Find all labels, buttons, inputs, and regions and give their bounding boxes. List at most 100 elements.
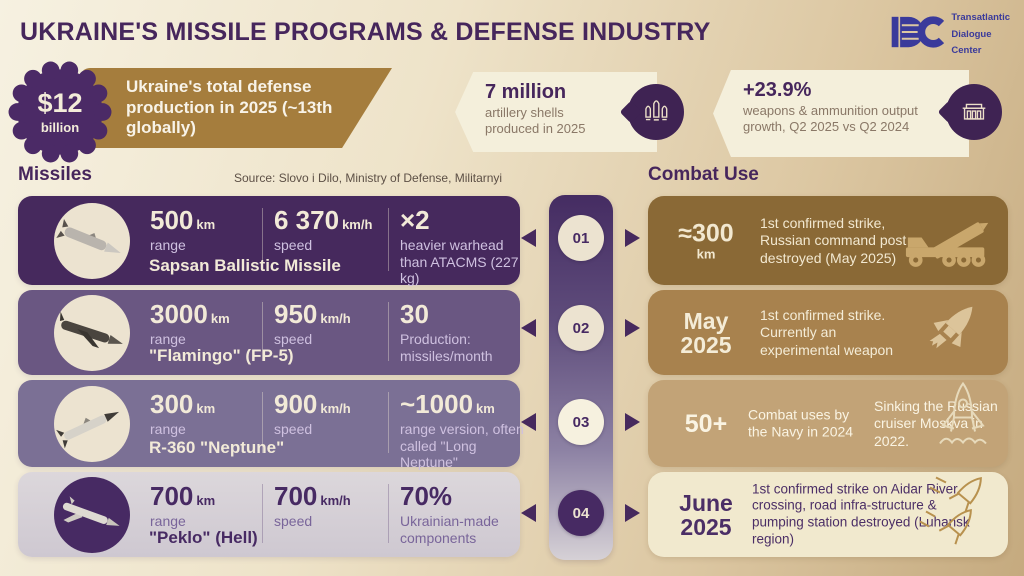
extra-label: Production: missiles/month [400, 331, 493, 364]
stat-value: 7 million [485, 81, 567, 103]
falling-shells-icon [910, 472, 1006, 557]
stat-card-growth: +23.9% weapons & ammunition output growt… [713, 70, 969, 157]
speed-value: 900 [274, 389, 318, 419]
logo-text-line: Transatlantic [951, 12, 1010, 23]
combat-card-flamingo: May 2025 1st confirmed strike. Currently… [648, 290, 1008, 375]
timeline-step-03: 03 [558, 399, 604, 445]
missile-name: Sapsan Ballistic Missile [149, 256, 341, 275]
combat-text: 1st confirmed strike on Aidar River cros… [752, 480, 970, 547]
timeline-step-01: 01 [558, 215, 604, 261]
extra-label: range version, often called "Long Neptun… [400, 421, 524, 471]
combat-card-neptune: 50+ Combat uses by the Navy in 2024 Sink… [648, 380, 1008, 467]
page-title: UKRAINE'S MISSILE PROGRAMS & DEFENSE IND… [20, 18, 711, 46]
defense-production-banner: Ukraine's total defense production in 20… [80, 68, 392, 148]
range-value: 500 [150, 205, 194, 235]
peklo-missile-icon [54, 476, 130, 553]
range-unit: km [196, 493, 216, 508]
right-arrow-icon [625, 413, 640, 431]
dollar-seal-badge: $12 billion [8, 60, 112, 164]
missile-name: R-360 "Neptune" [149, 438, 285, 457]
combat-heading: Combat Use [648, 164, 759, 185]
logo-text: Transatlantic Dialogue Center [951, 10, 1010, 60]
missile-name: "Peklo" (Hell) [149, 528, 258, 547]
flamingo-missile-icon [54, 294, 130, 371]
range-unit: km [210, 311, 230, 326]
timeline-track: 01 02 03 04 [549, 195, 613, 560]
badge-value: $12 [37, 87, 83, 118]
column-divider [388, 208, 389, 271]
combat-unit: km [696, 246, 716, 262]
missile-row-flamingo: 3000 km range 950 km/h speed 30 Production: m… [18, 290, 520, 375]
range-unit: km [196, 217, 216, 232]
missile-row-peklo: 700 km range 700 km/h speed 70% Ukrainian-mad… [18, 472, 520, 557]
range-label: range [150, 421, 186, 437]
extra-label: heavier warhead than ATACMS (227 kg) [400, 237, 519, 287]
range-value: 3000 [150, 299, 208, 329]
neptune-missile-icon [54, 385, 130, 462]
range-unit: km [196, 401, 216, 416]
speed-unit: km/h [320, 401, 351, 416]
right-arrow-icon [625, 319, 640, 337]
extra-value: 30 [400, 299, 429, 329]
stat-desc: weapons & ammunition output growth, Q2 2… [743, 103, 918, 135]
stat-value: +23.9% [743, 79, 812, 101]
tdc-logo: Transatlantic Dialogue Center [890, 10, 1010, 60]
speed-label: speed [274, 331, 313, 347]
speed-label: speed [274, 421, 313, 437]
rocket-outline-icon [928, 380, 998, 467]
factory-icon [946, 84, 1002, 140]
extra-unit: km [476, 401, 495, 416]
combat-card-peklo: June 2025 1st confirmed strike on Aidar … [648, 472, 1008, 557]
speed-value: 6 370 [274, 205, 340, 235]
missile-name: "Flamingo" (FP-5) [149, 346, 294, 365]
range-value: 700 [150, 481, 194, 511]
speed-unit: km/h [320, 493, 351, 508]
right-arrow-icon [625, 229, 640, 247]
combat-card-sapsan: ≈300 km 1st confirmed strike, Russian com… [648, 196, 1008, 285]
combat-value: ≈300 [678, 219, 734, 248]
logo-text-line: Dialogue [951, 28, 992, 40]
badge-unit: billion [40, 119, 80, 135]
left-arrow-icon [521, 504, 536, 522]
sapsan-missile-icon [54, 202, 130, 279]
column-divider [262, 302, 263, 361]
left-arrow-icon [521, 413, 536, 431]
combat-text: Combat uses by the Navy in 2024 [748, 406, 854, 440]
combat-value: 50+ [684, 409, 728, 438]
column-divider [388, 302, 389, 361]
logo-text-line: Center [951, 45, 982, 57]
extra-value: ×2 [400, 205, 430, 235]
extra-label: Ukrainian-made components [400, 513, 499, 546]
range-label: range [150, 237, 186, 253]
combat-text: 1st confirmed strike, Russian command po… [760, 214, 907, 266]
rocket-icon [920, 294, 982, 371]
missile-row-neptune: 300 km range 900 km/h speed ~1000 km range ver… [18, 380, 524, 470]
extra-value: ~1000 [400, 389, 474, 419]
column-divider [262, 208, 263, 271]
source-note: Source: Slovo i Dilo, Ministry of Defens… [234, 171, 503, 185]
speed-value: 950 [274, 299, 318, 329]
range-value: 300 [150, 389, 194, 419]
stat-desc: artillery shells produced in 2025 [485, 105, 586, 137]
range-label: range [150, 331, 186, 347]
speed-unit: km/h [320, 311, 351, 326]
speed-label: speed [274, 237, 313, 253]
missile-row-sapsan: 500 km range 6 370 km/h speed ×2 heavier warh… [18, 196, 520, 286]
combat-value: June 2025 [679, 489, 733, 540]
launcher-truck-icon [902, 203, 1000, 278]
timeline-step-02: 02 [558, 305, 604, 351]
combat-value: May 2025 [680, 307, 732, 358]
tdc-monogram-icon [890, 11, 945, 58]
range-label: range [150, 513, 186, 529]
extra-value: 70% [400, 481, 453, 511]
left-arrow-icon [521, 319, 536, 337]
column-divider [388, 484, 389, 543]
speed-value: 700 [274, 481, 318, 511]
combat-text: 1st confirmed strike. Currently an exper… [760, 306, 894, 358]
timeline-step-04: 04 [558, 490, 604, 536]
artillery-shells-icon [628, 84, 684, 140]
missiles-heading: Missiles [18, 164, 92, 185]
right-arrow-icon [625, 504, 640, 522]
banner-text: Ukraine's total defense production in 20… [126, 77, 333, 138]
